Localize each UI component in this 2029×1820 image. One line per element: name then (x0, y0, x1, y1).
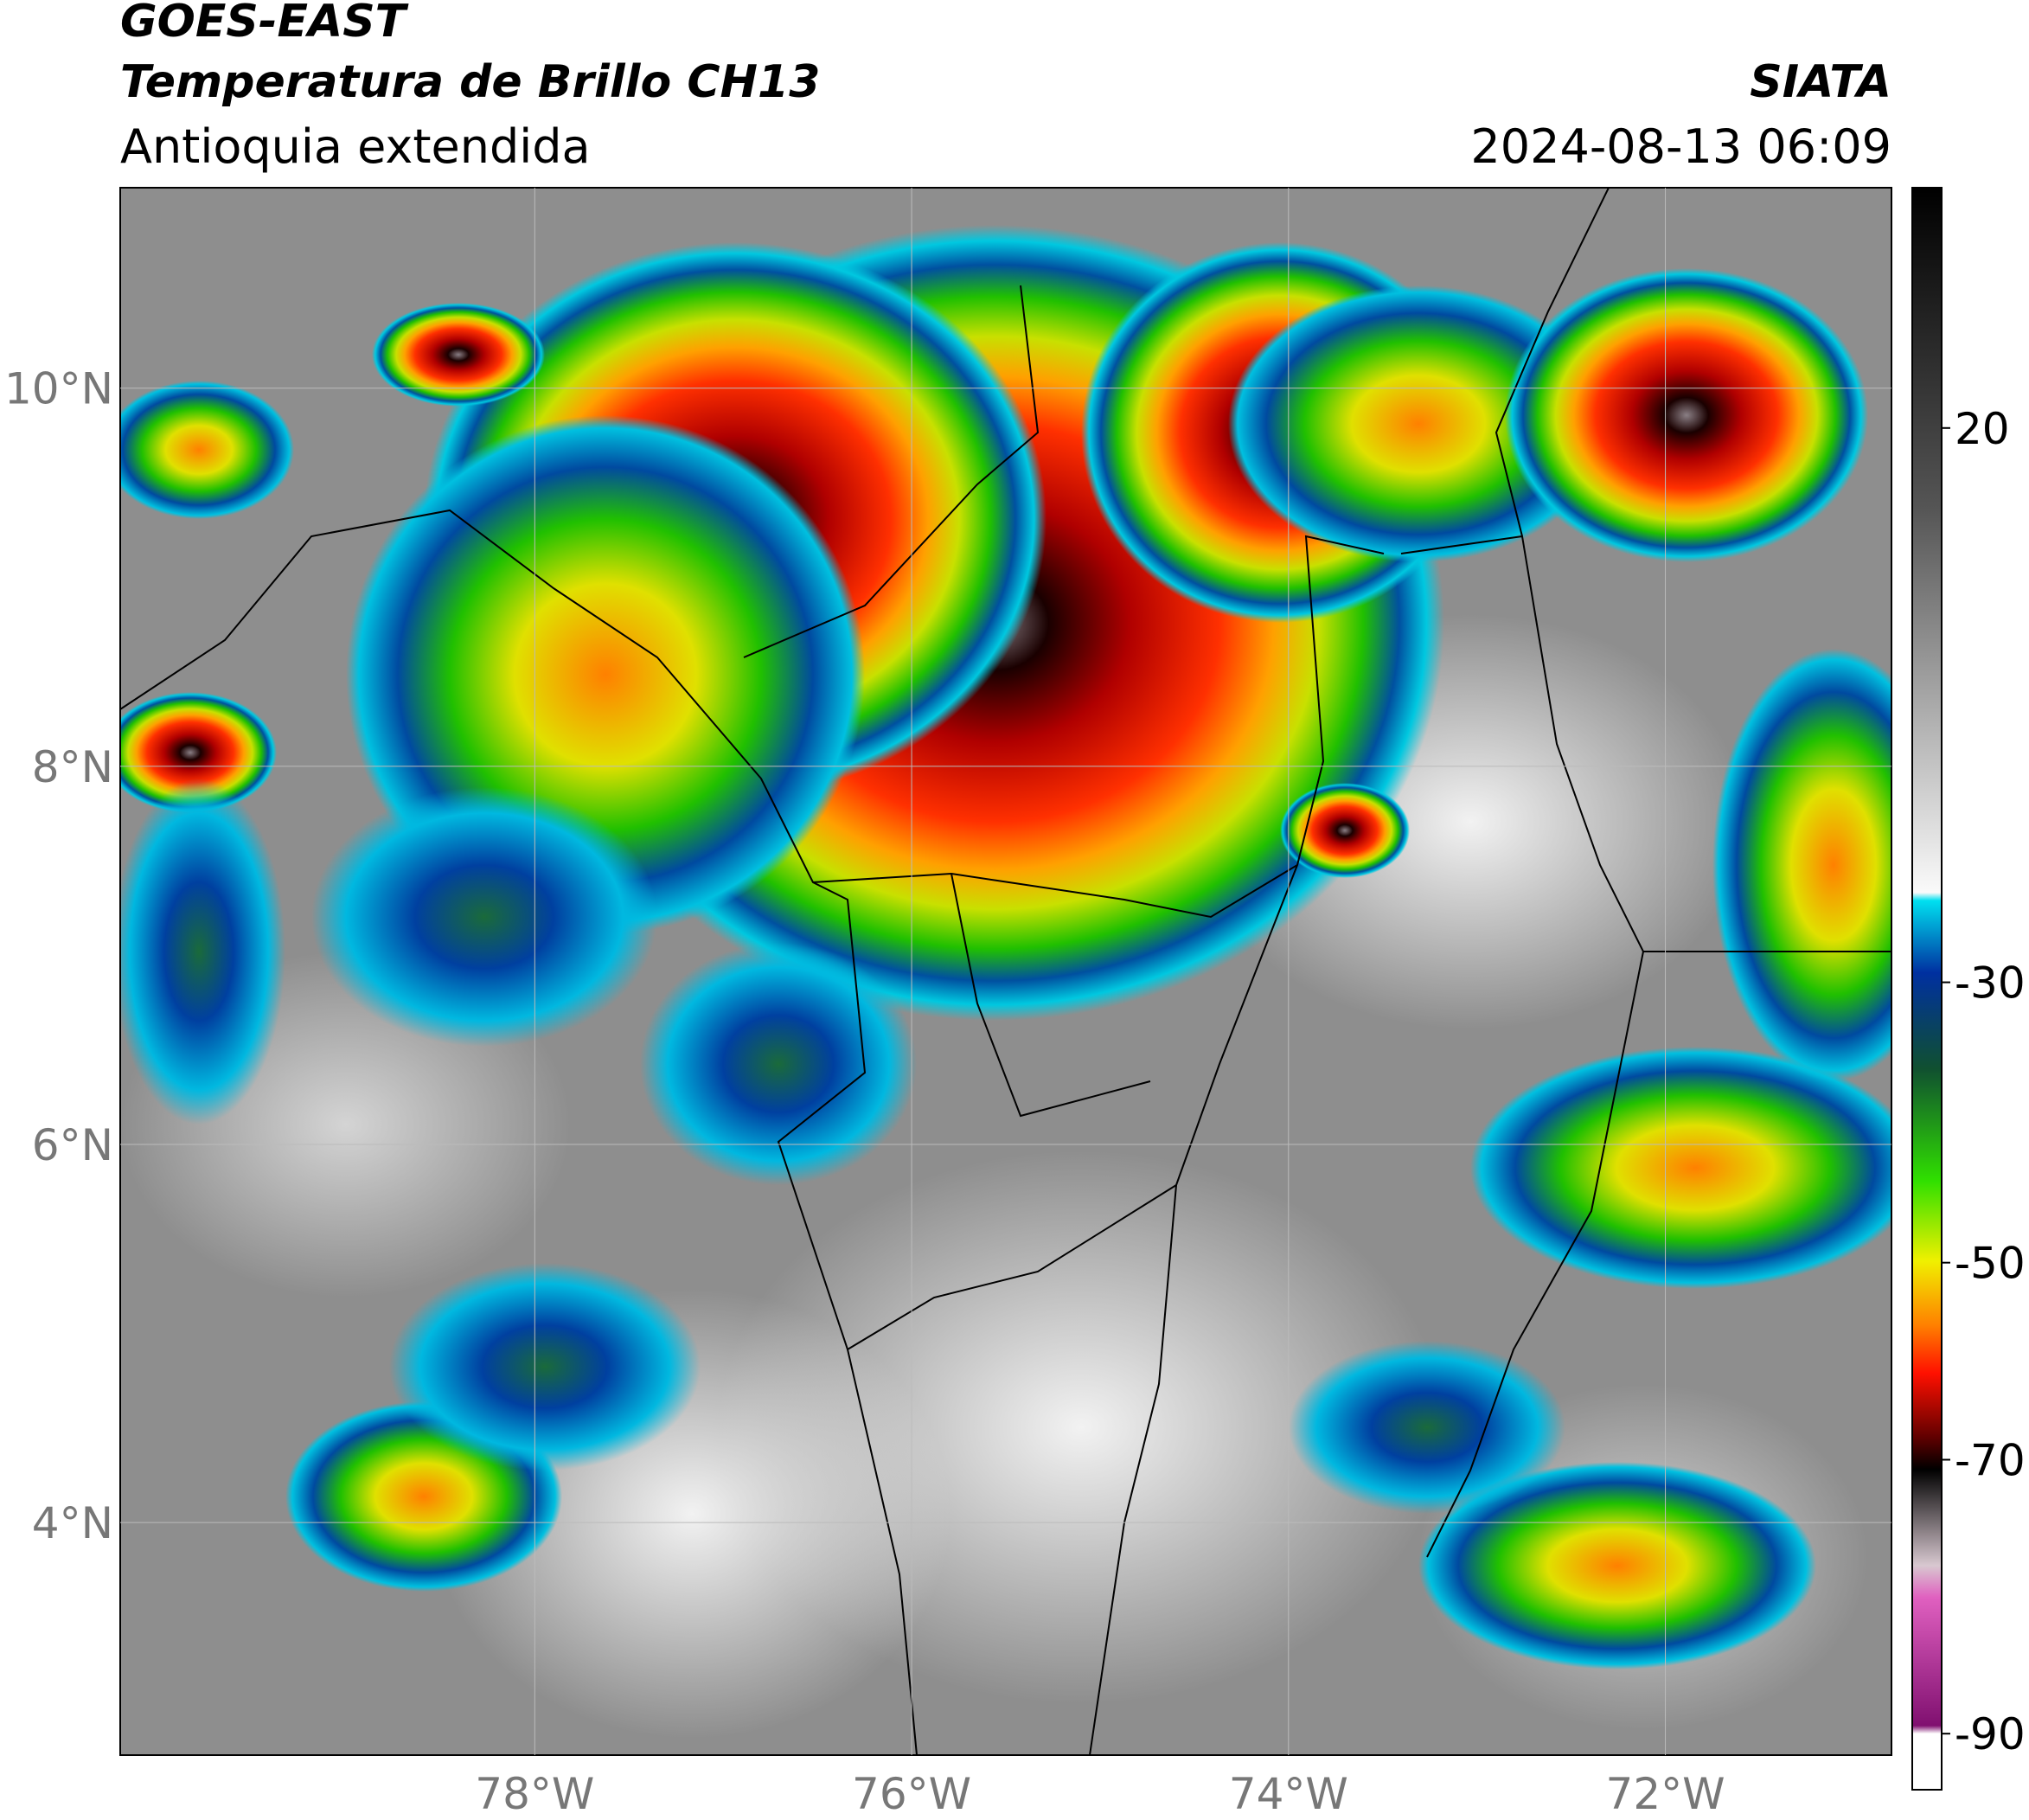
satellite-image (120, 188, 1891, 1755)
colorbar-tick-label: -30 (1955, 958, 2026, 1009)
map-frame (119, 187, 1892, 1756)
x-tick-label: 74°W (1229, 1769, 1348, 1817)
datetime: 2024-08-13 06:09 (1470, 119, 1891, 174)
colorbar-tick-label: 20 (1955, 404, 2010, 454)
y-tick-label: 4°N (32, 1498, 113, 1548)
region-title: Antioquia extendida (120, 119, 591, 174)
agency: SIATA (1750, 56, 1891, 108)
y-tick-label: 10°N (4, 364, 113, 414)
x-tick-label: 76°W (852, 1769, 971, 1817)
y-tick-label: 6°N (32, 1120, 113, 1170)
product-title: Temperatura de Brillo CH13 (120, 56, 820, 108)
x-tick-label: 72°W (1606, 1769, 1725, 1817)
colorbar-tick-label: -50 (1955, 1239, 2026, 1289)
x-tick-label: 78°W (475, 1769, 594, 1817)
y-tick-label: 8°N (32, 742, 113, 792)
colorbar (1911, 187, 1943, 1791)
satellite-title: GOES-EAST (120, 0, 409, 48)
colorbar-tick-label: -90 (1955, 1709, 2026, 1759)
colorbar-tick-label: -70 (1955, 1435, 2026, 1485)
